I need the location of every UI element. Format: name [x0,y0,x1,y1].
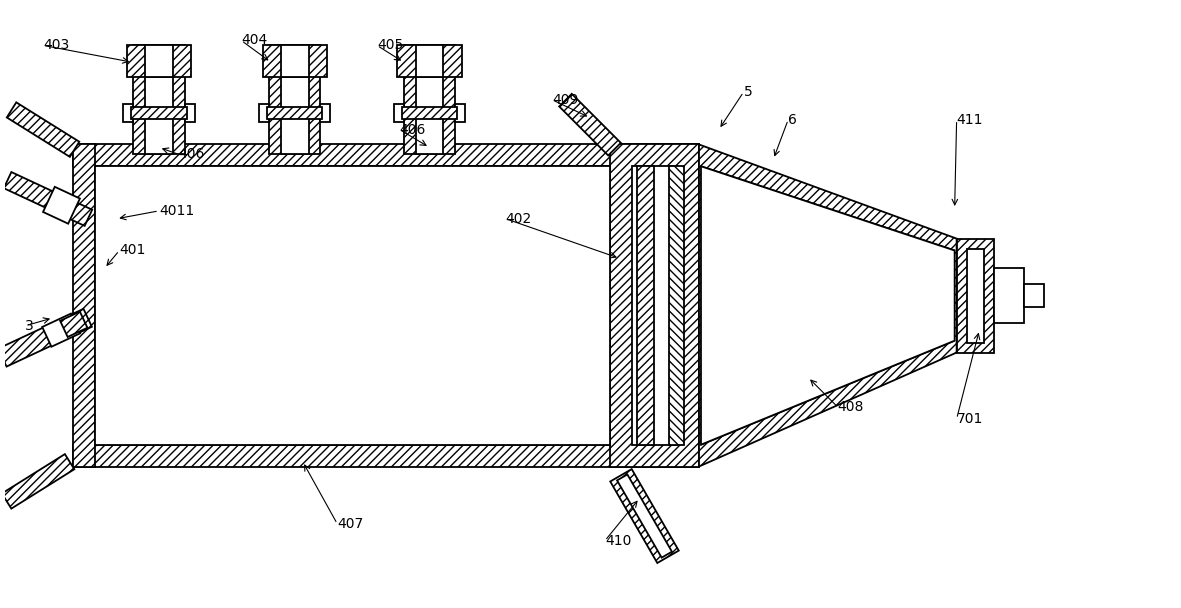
Bar [320,105,331,122]
Polygon shape [559,94,621,156]
Bar [131,108,187,119]
Bar [632,166,677,444]
Text: 5: 5 [744,85,752,99]
Polygon shape [43,314,80,347]
Polygon shape [611,469,679,563]
Text: 401: 401 [119,243,145,258]
Text: 404: 404 [241,33,267,47]
Text: 405: 405 [377,38,403,52]
Bar [145,46,172,154]
Text: 403: 403 [43,38,70,52]
Bar [126,46,191,77]
Bar [957,238,994,353]
Bar [281,46,308,77]
Bar [73,145,699,166]
Polygon shape [43,187,80,224]
Text: 408: 408 [837,400,864,414]
Text: 3: 3 [25,319,34,333]
Bar [609,145,699,466]
Text: 407: 407 [338,517,364,531]
Bar [402,108,457,119]
Text: 406: 406 [178,147,205,161]
Text: 409: 409 [553,93,579,107]
Bar [262,46,327,77]
Bar [455,105,465,122]
Bar [281,46,308,154]
Bar [393,105,404,122]
Bar [1024,284,1044,308]
Polygon shape [7,102,79,157]
Bar [73,145,94,466]
Text: 406: 406 [399,123,426,137]
Bar [269,46,320,154]
Bar [145,46,172,77]
Bar [397,46,462,77]
Polygon shape [0,309,92,367]
Polygon shape [4,172,92,226]
Text: 410: 410 [605,534,631,548]
Bar [133,46,184,154]
Bar [94,166,609,444]
Bar [267,108,322,119]
Polygon shape [699,145,957,466]
Bar [184,105,195,122]
Polygon shape [702,166,954,444]
Text: 6: 6 [788,112,797,126]
Bar [404,46,455,154]
Bar [670,166,684,444]
Bar [123,105,133,122]
Text: 411: 411 [957,112,983,126]
Text: 4011: 4011 [159,204,194,218]
Bar [416,46,443,77]
Bar [637,166,654,444]
Bar [966,249,985,343]
Text: 402: 402 [505,212,531,226]
Bar [73,444,699,466]
Polygon shape [60,312,87,337]
Polygon shape [2,454,74,509]
Bar [416,46,443,154]
Bar [994,268,1024,323]
Bar [259,105,269,122]
Polygon shape [616,474,672,558]
Text: 701: 701 [957,412,983,426]
